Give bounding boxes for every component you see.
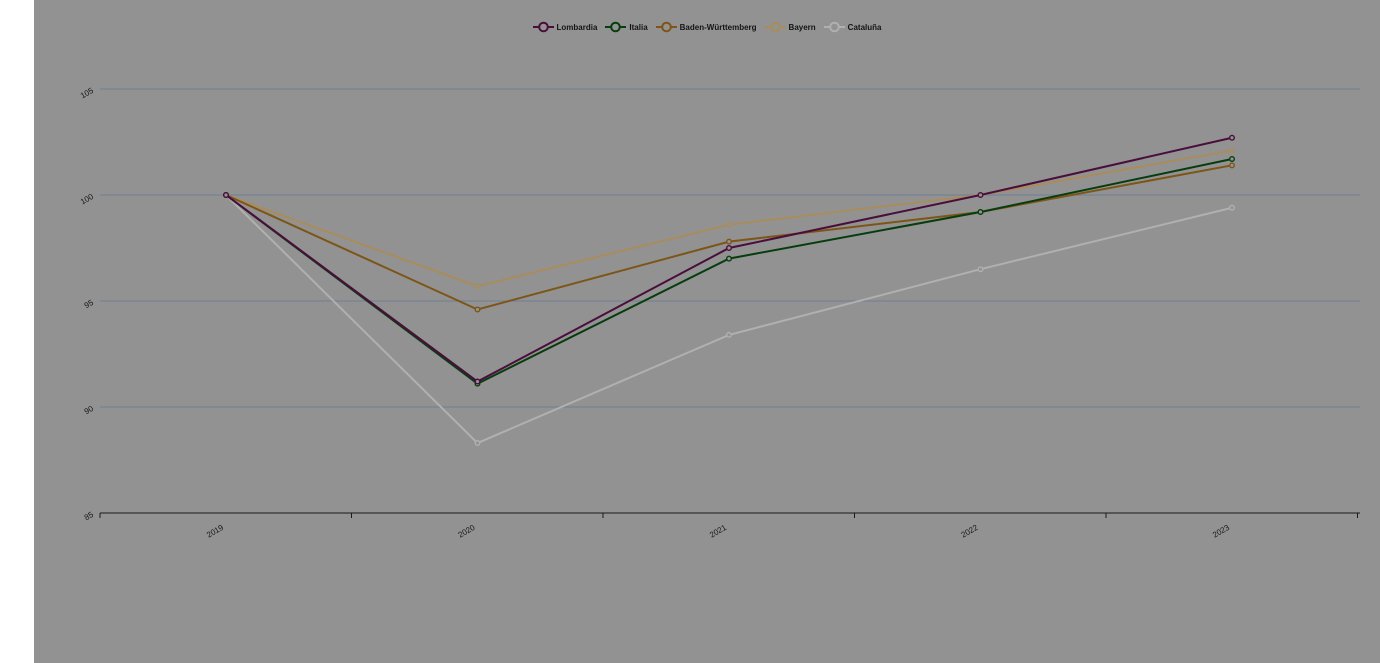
series-lines (222, 134, 1235, 447)
x-tick-label: 2021 (708, 523, 728, 540)
series-baden-w-rttemberg (222, 162, 1235, 313)
data-point[interactable] (726, 244, 733, 251)
data-point[interactable] (1228, 162, 1235, 169)
y-tick-labels: 85 90 95 100 105 (79, 86, 96, 523)
legend-item[interactable]: Bayern (764, 21, 816, 33)
legend-item[interactable]: Lombardia (532, 21, 598, 33)
series-line (225, 164, 1233, 311)
data-point[interactable] (977, 191, 984, 198)
data-point[interactable] (474, 306, 481, 313)
x-tick-label: 2019 (205, 523, 225, 540)
series-bayern (222, 147, 1235, 290)
y-tick-label: 90 (83, 404, 96, 417)
data-point[interactable] (222, 191, 229, 198)
legend-swatch (605, 21, 627, 33)
legend-swatch (655, 21, 677, 33)
data-point[interactable] (726, 221, 733, 228)
x-axis (99, 512, 1360, 518)
data-point[interactable] (726, 238, 733, 245)
y-tick-label: 85 (83, 510, 96, 523)
legend-swatch (764, 21, 786, 33)
data-point[interactable] (726, 255, 733, 262)
x-tick-label: 2023 (1211, 523, 1231, 540)
legend-label: Lombardia (556, 22, 598, 32)
data-point[interactable] (474, 440, 481, 447)
x-tick-label: 2020 (457, 523, 477, 540)
legend-item[interactable]: Italia (605, 21, 648, 33)
series-lombardia (222, 134, 1235, 385)
y-tick-label: 95 (83, 298, 96, 311)
legend-swatch (823, 21, 845, 33)
legend-item[interactable]: Cataluña (823, 21, 882, 33)
series-line (225, 194, 1233, 445)
data-point[interactable] (1228, 134, 1235, 141)
series-italia (222, 155, 1235, 387)
x-tick-label: 2022 (960, 523, 980, 540)
data-point[interactable] (1228, 204, 1235, 211)
chart-panel (34, 0, 1380, 663)
chart-legend: Lombardia Italia Baden-Württemberg Bayern Ca… (34, 21, 1380, 33)
legend-swatch (532, 21, 554, 33)
legend-label: Italia (629, 22, 648, 32)
legend-label: Cataluña (847, 22, 882, 32)
data-point[interactable] (474, 378, 481, 385)
x-tick-labels: 2019 2020 2021 2022 2023 (205, 523, 1231, 540)
data-point[interactable] (977, 208, 984, 215)
y-tick-label: 100 (79, 192, 96, 207)
legend-label: Baden-Württemberg (679, 22, 757, 32)
grid-lines (100, 88, 1360, 408)
data-point[interactable] (726, 331, 733, 338)
y-tick-label: 105 (79, 86, 96, 101)
data-point[interactable] (474, 283, 481, 290)
data-point[interactable] (977, 266, 984, 273)
series-line (225, 149, 1233, 288)
legend-label: Bayern (788, 22, 816, 32)
data-point[interactable] (1228, 147, 1235, 154)
data-point[interactable] (1228, 155, 1235, 162)
legend-item[interactable]: Baden-Württemberg (655, 21, 757, 33)
